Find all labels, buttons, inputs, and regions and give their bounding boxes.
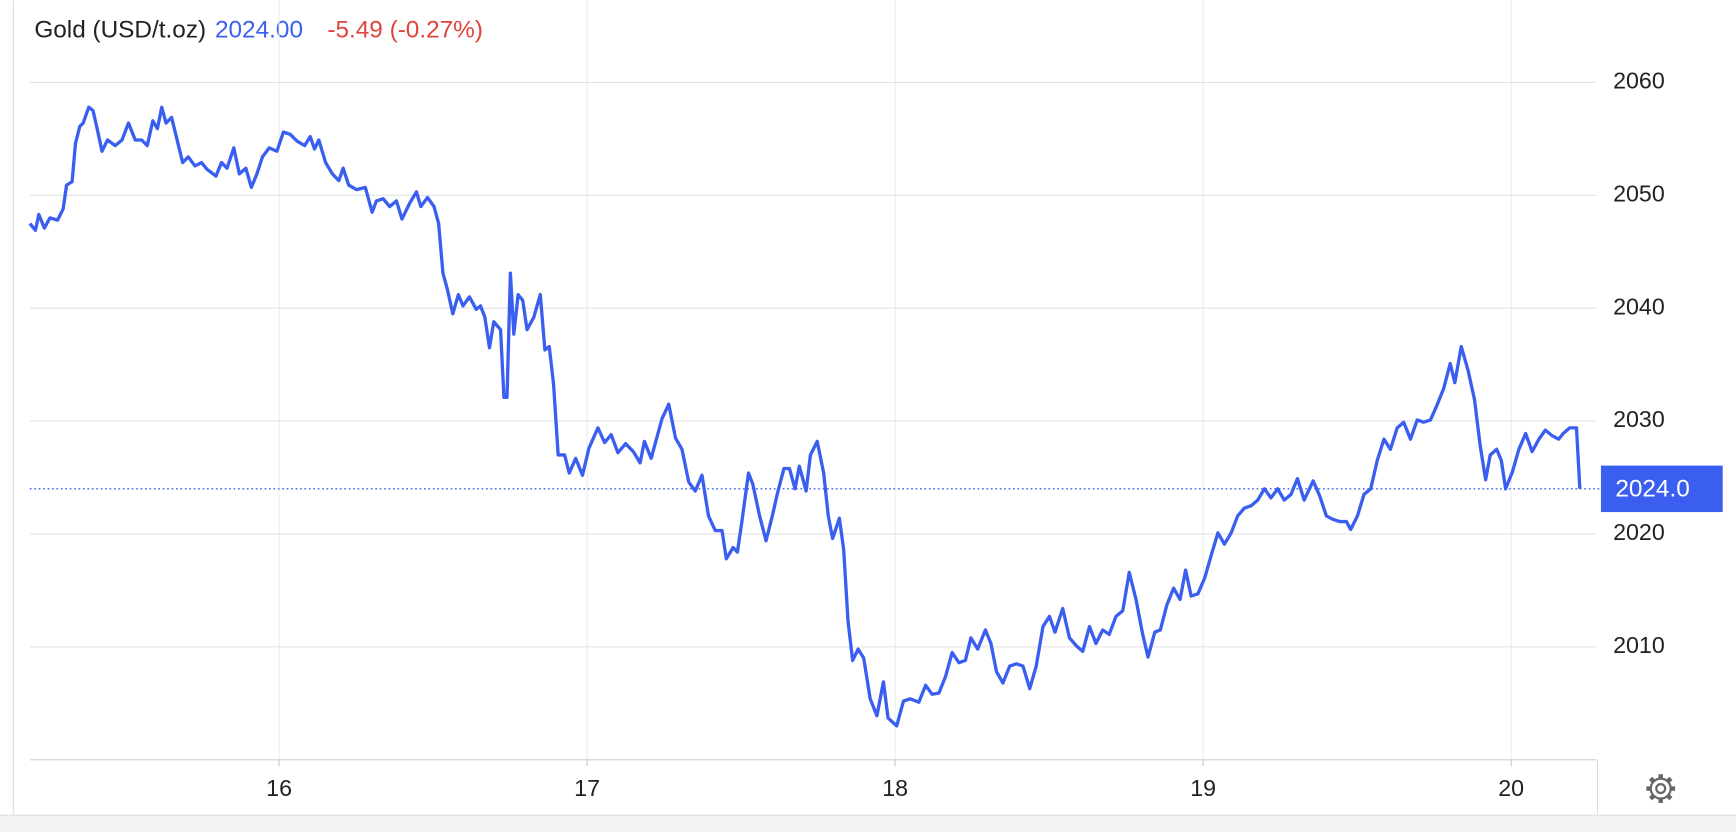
y-tick-label: 2010 <box>1613 632 1665 658</box>
gear-hub <box>1655 783 1667 795</box>
x-tick-label: 19 <box>1190 775 1216 801</box>
y-tick-label: 2050 <box>1613 180 1665 206</box>
price-line <box>28 105 1582 728</box>
x-tick-label: 16 <box>266 775 292 801</box>
last-price-box <box>1600 465 1723 513</box>
x-tick-label: 17 <box>574 775 600 801</box>
y-tick-label: 2040 <box>1613 293 1665 319</box>
y-tick-label: 2030 <box>1613 406 1665 432</box>
x-tick-label: 18 <box>882 775 908 801</box>
y-tick-label: 2020 <box>1613 519 1665 545</box>
price: 2024.00 <box>215 17 303 44</box>
settings-icon[interactable] <box>1646 774 1676 803</box>
y-tick-label: 2060 <box>1613 68 1665 94</box>
price-change: -5.49 (-0.27%) <box>327 17 483 44</box>
chart-title: Gold (USD/t.oz) <box>34 17 206 44</box>
last-price-label: 2024.0 <box>1615 475 1689 502</box>
footer-strip <box>0 815 1736 832</box>
x-tick-label: 20 <box>1498 775 1524 801</box>
gear-teeth <box>1646 774 1676 803</box>
